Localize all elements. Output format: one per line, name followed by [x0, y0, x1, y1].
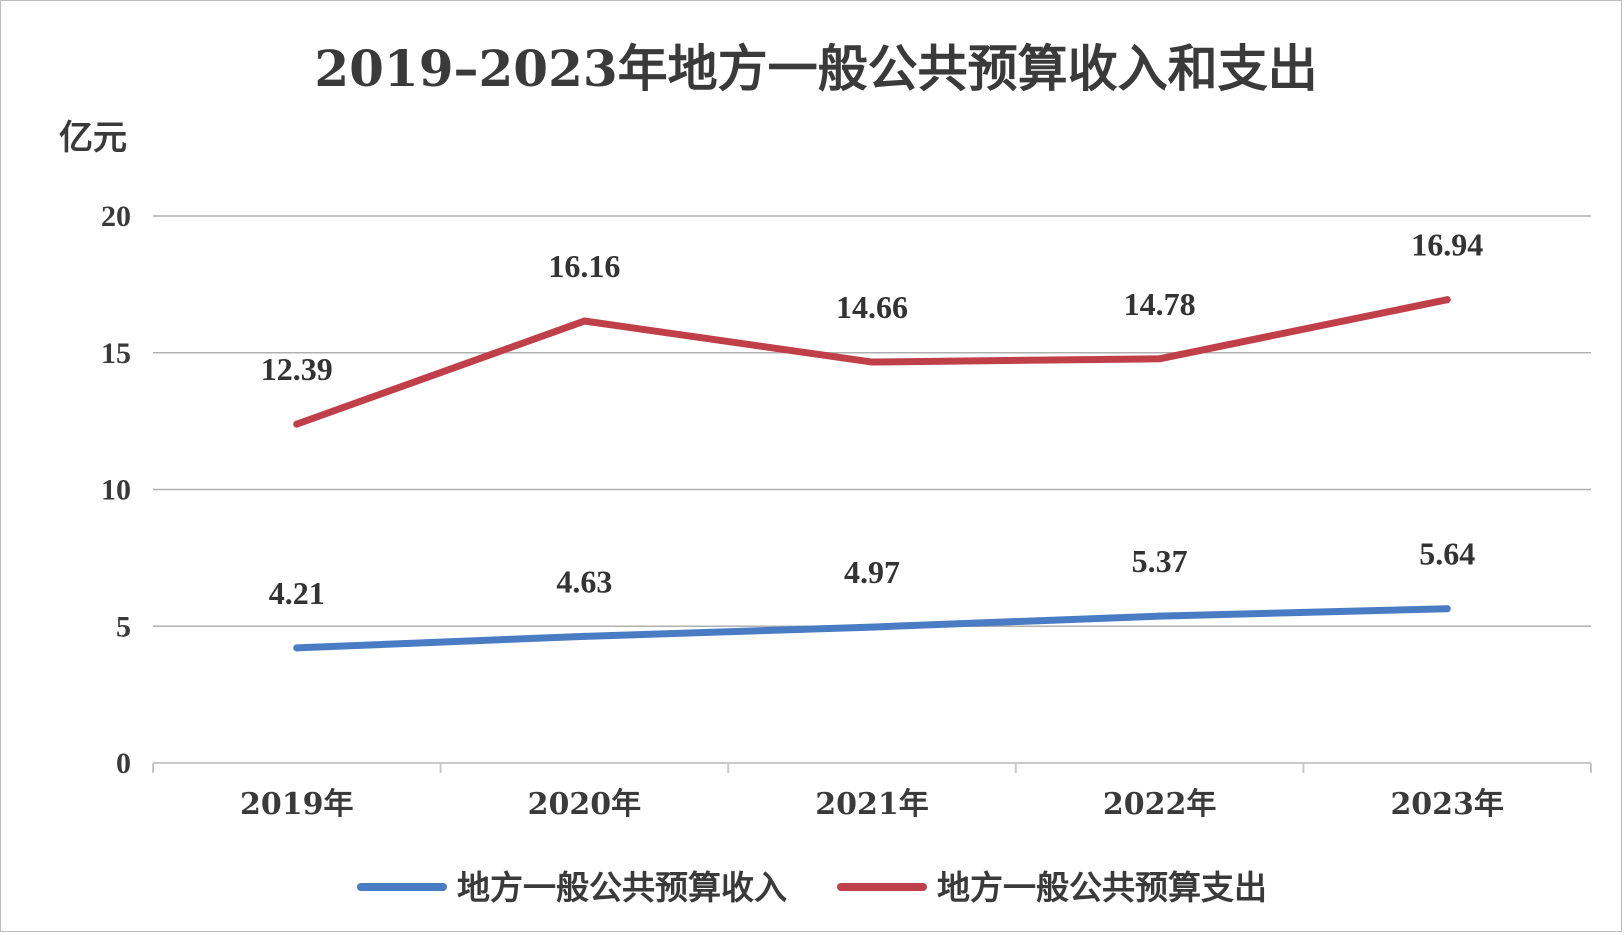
data-label: 16.16: [548, 248, 620, 284]
data-point: [580, 632, 588, 640]
data-point: [293, 644, 301, 652]
legend: 地方一般公共预算收入 地方一般公共预算支出: [357, 868, 1267, 907]
x-tick-label: 2023年: [1390, 787, 1504, 822]
x-tick-label: 2022年: [1103, 787, 1217, 822]
data-point: [1443, 296, 1451, 304]
y-tick-label: 0: [116, 747, 131, 780]
data-point: [1156, 355, 1164, 363]
data-point: [1443, 605, 1451, 613]
y-tick-label: 20: [101, 200, 131, 233]
y-axis-ticks: 0 5 10 15 20: [101, 200, 131, 780]
y-tick-label: 15: [101, 337, 131, 370]
data-labels: 4.21 4.63 4.97 5.37 5.64 12.39 16.16 14.66 14.78…: [261, 227, 1483, 611]
gridlines: [153, 215, 1591, 764]
data-label: 4.63: [556, 563, 612, 599]
chart-title: 2019–2023年地方一般公共预算收入和支出: [314, 39, 1317, 98]
data-point: [1156, 612, 1164, 620]
data-point: [580, 317, 588, 325]
x-axis: 2019年 2020年 2021年 2022年 2023年: [152, 763, 1592, 822]
legend-label-2: 地方一般公共预算支出: [937, 868, 1267, 907]
legend-label-1: 地方一般公共预算收入: [457, 868, 787, 907]
data-point: [868, 623, 876, 631]
y-axis-unit: 亿元: [59, 118, 127, 158]
data-point: [868, 358, 876, 366]
x-tick-label: 2020年: [528, 787, 642, 822]
data-label: 16.94: [1411, 227, 1483, 263]
data-point: [293, 420, 301, 428]
data-label: 5.37: [1132, 543, 1188, 579]
data-label: 4.21: [269, 575, 325, 611]
series-lines: [293, 296, 1451, 652]
data-label: 4.97: [844, 554, 900, 590]
x-tick-label: 2021年: [815, 787, 929, 822]
x-tick-label: 2019年: [240, 787, 354, 822]
y-tick-label: 10: [101, 474, 131, 507]
data-label: 12.39: [261, 351, 333, 387]
data-label: 5.64: [1419, 536, 1475, 572]
y-tick-label: 5: [116, 610, 131, 643]
data-label: 14.78: [1124, 286, 1196, 322]
data-label: 14.66: [836, 289, 908, 325]
